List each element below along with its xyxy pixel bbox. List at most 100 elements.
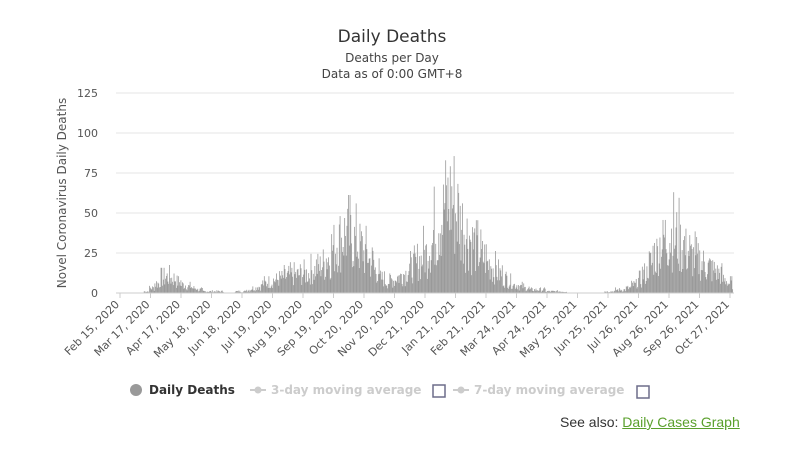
daily-deaths-bar <box>606 291 608 293</box>
daily-deaths-bar <box>221 290 223 293</box>
y-tick-label: 25 <box>84 247 98 260</box>
daily-deaths-bar <box>405 270 407 293</box>
daily-deaths-bar <box>556 290 558 293</box>
daily-deaths-bar <box>313 279 315 293</box>
daily-deaths-bar <box>311 270 313 293</box>
daily-deaths-bar <box>165 278 167 293</box>
daily-deaths-bar <box>166 273 168 293</box>
daily-deaths-bar <box>611 291 613 293</box>
daily-deaths-bar <box>191 288 193 293</box>
daily-deaths-bar <box>693 247 695 293</box>
daily-deaths-bar <box>309 278 310 293</box>
daily-deaths-bar <box>175 281 176 293</box>
daily-deaths-bar <box>658 263 660 293</box>
daily-deaths-bar <box>729 283 730 293</box>
daily-deaths-bar <box>277 280 279 293</box>
daily-deaths-bar <box>278 285 280 293</box>
daily-deaths-bar <box>270 286 272 293</box>
daily-deaths-bar <box>346 225 348 293</box>
daily-deaths-bar <box>406 281 408 293</box>
daily-deaths-bar <box>471 275 473 293</box>
daily-deaths-bar <box>708 260 710 293</box>
daily-deaths-bar <box>410 257 412 293</box>
legend-item-7-day-average[interactable]: 7-day moving average <box>453 383 624 397</box>
daily-deaths-bar <box>688 256 690 293</box>
daily-deaths-bar <box>414 253 416 293</box>
daily-deaths-bar <box>319 256 321 293</box>
daily-deaths-bar <box>167 281 169 293</box>
daily-cases-graph-link[interactable]: Daily Cases Graph <box>622 414 740 430</box>
daily-deaths-bar <box>250 290 251 293</box>
daily-deaths-bar <box>380 270 382 293</box>
daily-deaths-bar <box>562 291 564 293</box>
daily-deaths-bar <box>416 243 418 293</box>
daily-deaths-bar <box>481 249 483 293</box>
daily-deaths-bar <box>154 283 156 293</box>
daily-deaths-bar <box>517 289 519 293</box>
daily-deaths-bar <box>697 253 698 293</box>
legend-item-3-day-average[interactable]: 3-day moving average <box>250 383 421 397</box>
daily-deaths-bar <box>495 251 496 293</box>
daily-deaths-bar <box>201 287 202 293</box>
daily-deaths-bar <box>498 280 500 293</box>
daily-deaths-bar <box>682 269 684 293</box>
daily-deaths-bar <box>703 261 705 293</box>
daily-deaths-bar <box>519 286 521 293</box>
daily-deaths-bar <box>198 291 199 293</box>
daily-deaths-bar <box>195 288 196 293</box>
daily-deaths-bar <box>256 290 258 293</box>
daily-deaths-bar <box>407 275 409 293</box>
daily-deaths-bar <box>286 272 288 293</box>
daily-deaths-bar <box>620 290 622 293</box>
daily-deaths-bar <box>710 259 711 293</box>
daily-deaths-bar <box>654 242 655 293</box>
daily-deaths-bar <box>372 250 374 293</box>
daily-deaths-bar <box>374 269 375 293</box>
daily-deaths-bar <box>221 290 222 293</box>
daily-deaths-bar <box>340 272 342 293</box>
legend-item-daily-deaths[interactable]: Daily Deaths <box>130 383 235 397</box>
daily-deaths-bar <box>645 280 647 293</box>
daily-deaths-bar <box>204 291 206 293</box>
daily-deaths-bar <box>174 281 176 293</box>
daily-deaths-bar <box>254 291 256 293</box>
daily-deaths-bar <box>189 281 191 293</box>
daily-deaths-bar <box>244 290 246 293</box>
daily-deaths-bar <box>287 271 289 293</box>
gridlines <box>116 92 734 254</box>
daily-deaths-bar <box>162 279 164 293</box>
daily-deaths-bar <box>444 203 446 293</box>
daily-deaths-bar <box>449 230 450 293</box>
bar-series <box>143 156 734 293</box>
daily-deaths-bar <box>641 287 642 293</box>
daily-deaths-bar <box>670 252 672 293</box>
daily-deaths-bar <box>350 214 352 293</box>
daily-deaths-bar <box>473 232 475 293</box>
daily-deaths-bar <box>563 291 564 293</box>
daily-deaths-bar <box>487 260 489 293</box>
daily-deaths-bar <box>664 219 666 293</box>
daily-deaths-bar <box>188 285 189 293</box>
daily-deaths-bar <box>465 272 466 293</box>
daily-deaths-bar <box>206 291 208 293</box>
daily-deaths-bar <box>309 284 311 293</box>
daily-deaths-bar <box>432 242 434 293</box>
7-day-average-checkbox[interactable] <box>636 385 650 399</box>
daily-deaths-bar <box>475 220 477 293</box>
daily-deaths-bar <box>469 239 471 293</box>
daily-deaths-bar <box>192 288 194 293</box>
daily-deaths-bar <box>649 252 651 293</box>
daily-deaths-bar <box>318 264 320 293</box>
daily-deaths-bar <box>671 228 672 293</box>
daily-deaths-bar <box>375 273 377 293</box>
daily-deaths-bar <box>338 224 340 293</box>
daily-deaths-bar <box>430 260 432 293</box>
3-day-average-checkbox[interactable] <box>432 384 446 398</box>
daily-deaths-bar <box>172 281 173 293</box>
daily-deaths-bar <box>360 241 362 293</box>
daily-deaths-bar <box>690 244 692 293</box>
daily-deaths-bar <box>238 291 240 293</box>
daily-deaths-bar <box>257 289 259 293</box>
daily-deaths-bar <box>713 270 714 293</box>
daily-deaths-bar <box>342 247 344 293</box>
